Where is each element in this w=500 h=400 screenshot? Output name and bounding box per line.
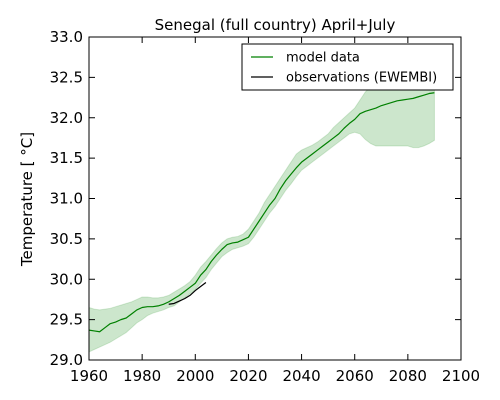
model-range-band bbox=[88, 55, 435, 353]
legend-label-0: model data bbox=[286, 51, 360, 66]
y-tick-label: 29.0 bbox=[50, 351, 83, 369]
x-tick-label: 2080 bbox=[389, 367, 427, 385]
chart-title: Senegal (full country) April+July bbox=[155, 16, 396, 34]
y-tick-label: 30.5 bbox=[50, 230, 83, 248]
series-line-1 bbox=[168, 282, 207, 305]
x-tick-label: 1960 bbox=[70, 367, 108, 385]
y-tick-label: 32.0 bbox=[50, 109, 83, 127]
legend: model data observations (EWEMBI) bbox=[241, 43, 454, 91]
series-line-0 bbox=[88, 92, 435, 333]
plot-area: 1960 1980 2000 2020 2040 2060 2080 2100 29.0 29.5… bbox=[50, 28, 481, 385]
x-tick-label: 2040 bbox=[282, 367, 320, 385]
x-tick-label: 2020 bbox=[229, 367, 267, 385]
y-tick-label: 31.0 bbox=[50, 190, 83, 208]
legend-box bbox=[241, 43, 454, 91]
x-tick-label: 2100 bbox=[442, 367, 480, 385]
y-axis-title: Temperature [ °C] bbox=[18, 132, 36, 267]
y-tick-label: 31.5 bbox=[50, 149, 83, 167]
x-tick-label: 2060 bbox=[336, 367, 374, 385]
y-tick-label: 29.5 bbox=[50, 311, 83, 329]
legend-label-1: observations (EWEMBI) bbox=[286, 71, 437, 86]
y-tick-label: 32.5 bbox=[50, 68, 83, 86]
x-tick-label: 1980 bbox=[123, 367, 161, 385]
y-tick-label: 30.0 bbox=[50, 270, 83, 288]
y-tick-label: 33.0 bbox=[50, 28, 83, 46]
x-tick-label: 2000 bbox=[176, 367, 214, 385]
